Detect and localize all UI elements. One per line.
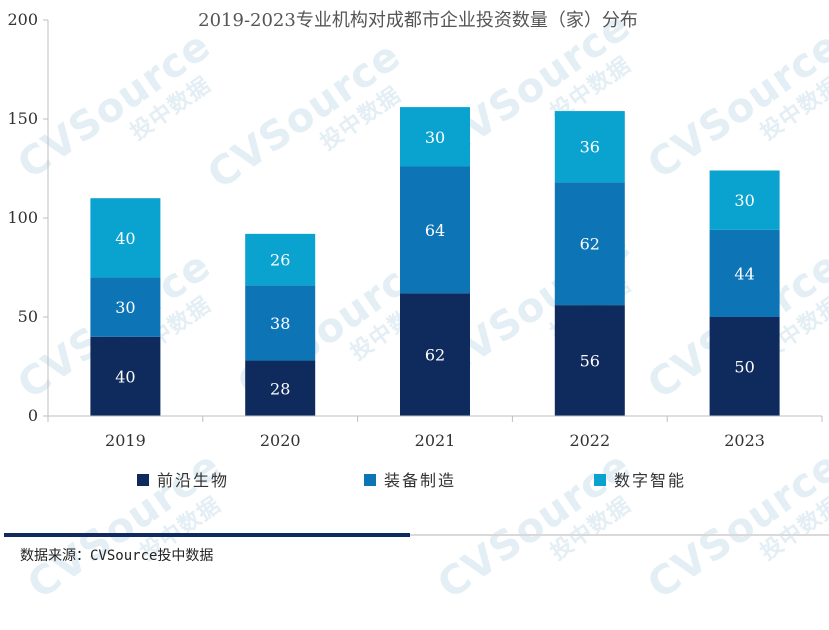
data-label: 62	[425, 346, 445, 365]
footer-divider-light	[410, 534, 829, 536]
bar-segment	[554, 182, 625, 306]
data-label: 30	[115, 298, 135, 317]
x-tick-label: 2019	[105, 431, 146, 450]
bar-segment	[90, 277, 161, 337]
bar-segment	[245, 233, 316, 286]
bar-segment	[709, 317, 780, 416]
stacked-bar-chart: 2019-2023专业机构对成都市企业投资数量（家）分布 40 30 40 28 38 2…	[7, 10, 823, 490]
data-label: 38	[270, 314, 290, 333]
y-tick-label: 200	[7, 10, 38, 29]
data-label: 40	[115, 367, 135, 386]
x-tick-label: 2022	[569, 431, 610, 450]
bar-segment	[400, 107, 470, 167]
y-tick-label: 0	[28, 406, 38, 425]
data-label: 40	[115, 229, 135, 248]
bar-segment	[709, 229, 780, 317]
bar-segment	[245, 285, 316, 361]
legend-swatch	[137, 474, 149, 486]
x-tick-label: 2020	[260, 431, 301, 450]
y-tick-label: 100	[7, 208, 38, 227]
y-tick-label: 150	[7, 109, 38, 128]
data-label: 50	[734, 358, 754, 377]
bar-segment	[90, 336, 161, 416]
bar-segment	[245, 360, 316, 416]
bar-segment	[554, 305, 625, 416]
bar-segment	[400, 166, 470, 294]
x-tick-label: 2023	[724, 431, 765, 450]
data-label: 56	[580, 352, 600, 371]
data-label: 28	[270, 379, 290, 398]
bar-segment	[90, 198, 161, 278]
bar-segment	[400, 293, 470, 416]
legend-swatch	[364, 474, 376, 486]
data-label: 36	[580, 138, 600, 157]
data-label: 62	[580, 235, 600, 254]
bar-segment	[709, 170, 780, 230]
data-label: 44	[734, 264, 754, 283]
bar-segment	[554, 111, 625, 183]
footer-divider	[4, 533, 410, 537]
x-tick-label: 2021	[415, 431, 456, 450]
source-note: 数据来源：CVSource投中数据	[20, 548, 214, 564]
data-label: 30	[425, 128, 445, 147]
legend-swatch	[594, 474, 606, 486]
legend-label: 数字智能	[614, 471, 686, 490]
legend-label: 装备制造	[384, 471, 456, 490]
y-tick-label: 50	[18, 307, 38, 326]
data-label: 30	[734, 191, 754, 210]
legend-label: 前沿生物	[157, 471, 229, 490]
data-label: 64	[425, 221, 445, 240]
chart-title: 2019-2023专业机构对成都市企业投资数量（家）分布	[198, 10, 638, 31]
data-label: 26	[270, 251, 290, 270]
